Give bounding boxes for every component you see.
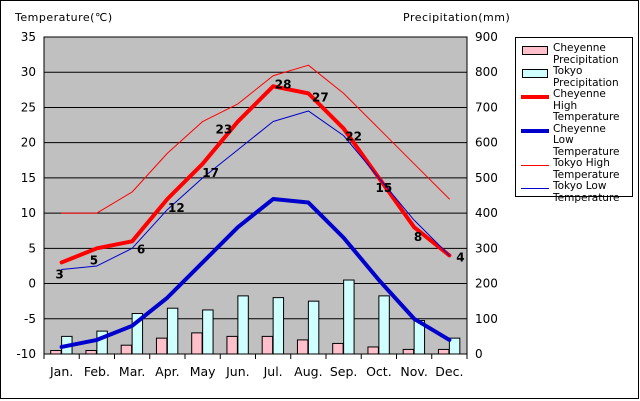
bar-cheyenne-precipitation-Jan: [50, 349, 62, 355]
x-axis-ticks: Jan. Feb. Mar. Apr. May Jun. Jul. Aug. Sep. Oct. N…: [43, 354, 468, 379]
bar-series-group: [50, 279, 461, 355]
month-label-Jan: Jan.: [49, 364, 73, 379]
bar-cheyenne-precipitation-Jun: [226, 335, 238, 355]
bar-tokyo-precipitation-Feb: [96, 330, 108, 355]
bar-tokyo-precipitation-Dec: [448, 337, 461, 355]
legend-item-tokyo-precipitation[interactable]: Tokyo Precipitation: [520, 65, 629, 89]
bar-tokyo-precipitation-Jun: [237, 295, 249, 355]
data-label-May: 17: [202, 166, 219, 180]
month-label-Jun: Jun.: [225, 364, 250, 379]
bar-tokyo-precipitation-Mar: [131, 312, 144, 355]
legend-label: Tokyo Precipitation: [553, 65, 619, 89]
month-label-May: May: [190, 364, 216, 379]
right-tick-500: 500: [475, 171, 498, 185]
right-tick-200: 200: [475, 277, 498, 291]
chart-legend: Cheyenne Precipitation Tokyo Precipitatio…: [515, 37, 633, 203]
left-tick-0: 0: [28, 277, 36, 291]
data-label-Feb: 5: [90, 253, 98, 267]
bar-cheyenne-precipitation-Nov: [402, 348, 415, 355]
month-label-Aug: Aug.: [294, 364, 322, 379]
legend-label: Cheyenne High Temperature: [553, 88, 620, 123]
data-label-Aug: 27: [312, 90, 329, 104]
left-tick-20: 20: [21, 136, 36, 150]
line-series-group: [59, 64, 452, 349]
data-label-Jul: 28: [275, 77, 292, 91]
bar-tokyo-precipitation-Apr: [166, 307, 179, 355]
month-label-Sep: Sep.: [330, 364, 358, 379]
data-label-Jun: 23: [216, 123, 233, 137]
legend-item-cheyenne-high-temperature[interactable]: Cheyenne High Temperature: [520, 88, 629, 124]
month-label-Mar: Mar.: [119, 364, 145, 379]
data-label-Nov: 8: [414, 230, 422, 244]
legend-swatch-icon: [520, 182, 550, 195]
bar-cheyenne-precipitation-Aug: [296, 339, 309, 355]
bar-cheyenne-precipitation-Sep: [332, 342, 344, 355]
legend-label: Tokyo Low Temperature: [553, 180, 620, 204]
legend-label: Cheyenne Precipitation: [553, 42, 619, 66]
bar-cheyenne-precipitation-Dec: [437, 348, 450, 355]
bar-cheyenne-precipitation-Feb: [85, 349, 97, 355]
data-label-Sep: 22: [345, 130, 362, 144]
month-label-Dec: Dec.: [435, 364, 463, 379]
month-label-Oct: Oct.: [366, 364, 392, 379]
right-tick-600: 600: [475, 136, 498, 150]
legend-swatch-icon: [520, 44, 550, 57]
bar-cheyenne-precipitation-Oct: [367, 346, 379, 355]
line-cheyenne-high-temperature: [59, 84, 452, 265]
line-tokyo-low-temperature: [61, 110, 450, 270]
left-axis-ticks: -10 -5 0 5 10 15 20 25 30 35: [16, 30, 36, 361]
bar-tokyo-precipitation-Jul: [272, 297, 285, 355]
bar-cheyenne-precipitation-Mar: [120, 344, 133, 355]
legend-item-tokyo-low-temperature[interactable]: Tokyo Low Temperature: [520, 180, 629, 204]
left-tick-15: 15: [21, 171, 36, 185]
temperature-axis-title: Temperature(℃): [15, 11, 113, 24]
legend-label: Cheyenne Low Temperature: [553, 122, 620, 158]
line-cheyenne-low-temperature: [59, 197, 452, 349]
data-label-Oct: 15: [376, 181, 393, 195]
bar-cheyenne-precipitation-May: [191, 332, 203, 355]
data-point-labels: 3 5 6 12 17 23 28 27 22 15 8 4: [55, 77, 464, 281]
left-tick-30: 30: [21, 65, 36, 79]
month-label-Apr: Apr.: [155, 364, 179, 379]
right-tick-700: 700: [475, 100, 498, 114]
left-tick--10: -10: [16, 347, 36, 361]
legend-swatch-icon: [520, 125, 550, 138]
data-label-Mar: 6: [137, 242, 145, 256]
right-tick-400: 400: [475, 206, 498, 220]
left-tick-25: 25: [21, 100, 36, 114]
legend-item-tokyo-high-temperature[interactable]: Tokyo High Temperature: [520, 157, 629, 181]
right-tick-100: 100: [475, 312, 498, 326]
left-tick-35: 35: [21, 30, 36, 44]
month-label-Nov: Nov.: [400, 364, 427, 379]
month-label-Feb: Feb.: [84, 364, 110, 379]
right-tick-0: 0: [475, 347, 483, 361]
legend-label: Tokyo High Temperature: [553, 157, 620, 181]
data-label-Dec: 4: [456, 250, 464, 264]
legend-item-cheyenne-precipitation[interactable]: Cheyenne Precipitation: [520, 42, 629, 66]
data-label-Apr: 12: [168, 201, 185, 215]
bar-cheyenne-precipitation-Jul: [261, 335, 274, 355]
left-tick--5: -5: [24, 312, 36, 326]
legend-swatch-icon: [520, 90, 550, 103]
right-tick-300: 300: [475, 241, 498, 255]
precipitation-axis-title: Precipitation(mm): [403, 11, 511, 24]
bar-tokyo-precipitation-May: [202, 309, 214, 355]
legend-item-cheyenne-low-temperature[interactable]: Cheyenne Low Temperature: [520, 122, 629, 159]
month-label-Jul: Jul.: [263, 364, 283, 379]
bar-tokyo-precipitation-Oct: [378, 295, 390, 355]
left-tick-10: 10: [21, 206, 36, 220]
right-tick-900: 900: [475, 30, 498, 44]
legend-swatch-icon: [520, 159, 550, 172]
right-tick-800: 800: [475, 65, 498, 79]
right-axis-ticks: 0 100 200 300 400 500 600 700 800 900: [475, 30, 498, 361]
left-tick-5: 5: [28, 241, 36, 255]
bar-tokyo-precipitation-Aug: [307, 300, 320, 355]
data-label-Jan: 3: [55, 267, 63, 281]
bar-tokyo-precipitation-Sep: [343, 279, 355, 355]
legend-swatch-icon: [520, 67, 550, 80]
line-tokyo-high-temperature: [61, 64, 450, 214]
bar-cheyenne-precipitation-Apr: [155, 337, 168, 355]
